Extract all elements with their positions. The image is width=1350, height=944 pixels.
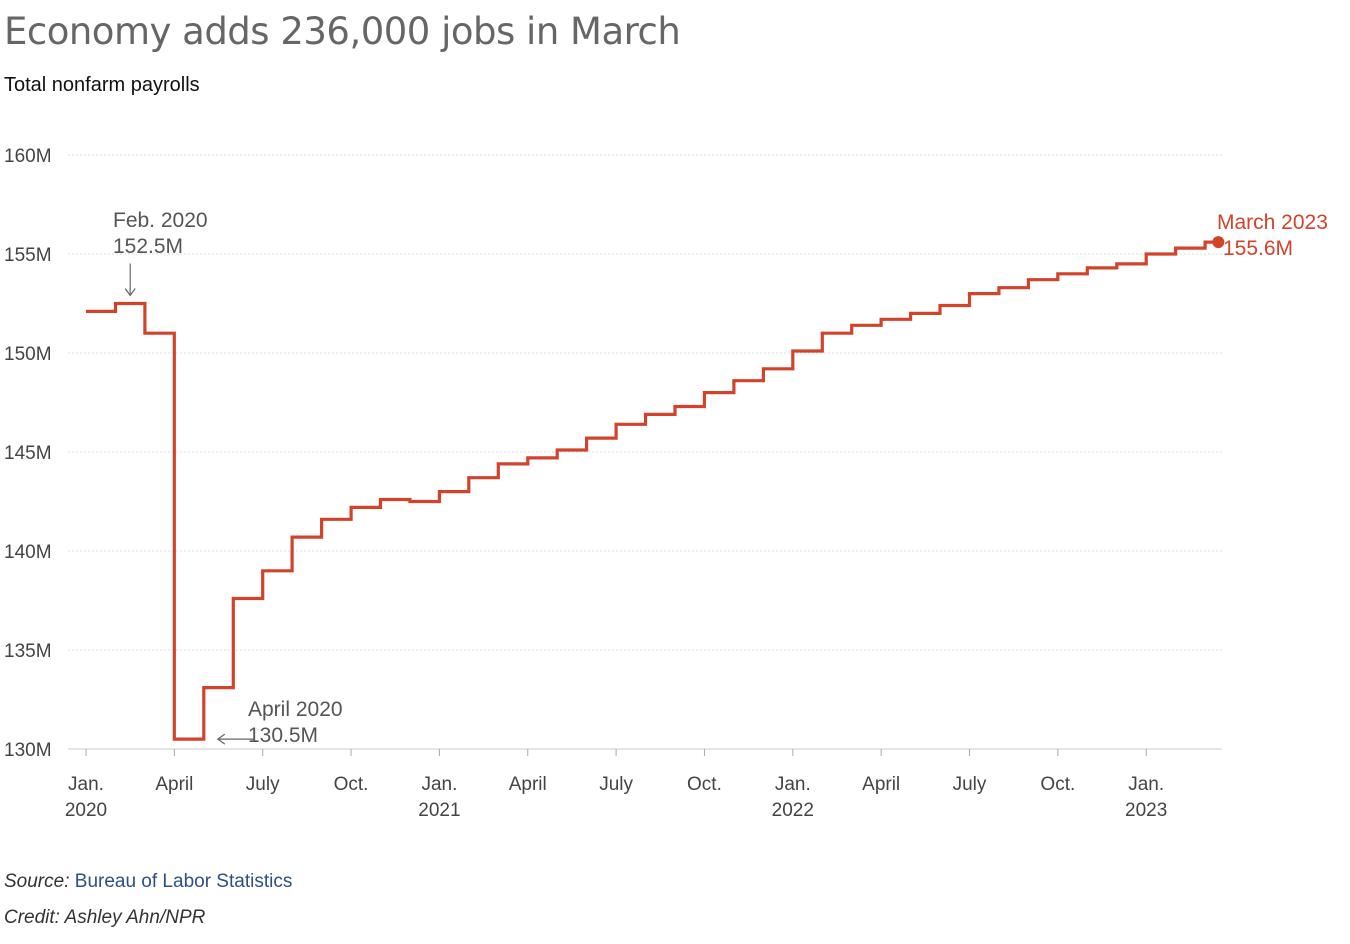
x-tick-2021-04: April bbox=[509, 774, 547, 795]
y-tick-155: 155M bbox=[4, 245, 52, 266]
data-point-2021-05 bbox=[570, 448, 574, 452]
x-tick-2021-10: Oct. bbox=[687, 774, 722, 795]
data-point-2020-03 bbox=[158, 331, 162, 335]
data-point-2022-08 bbox=[1012, 286, 1016, 290]
data-point-2023-01 bbox=[1159, 252, 1163, 256]
data-point-2022-03 bbox=[864, 323, 868, 327]
credit-line: Credit: Ashley Ahn/NPR bbox=[4, 907, 206, 928]
x-tick-2022-01: Jan. bbox=[775, 774, 811, 795]
annotations: Feb. 2020 152.5M April 2020 130.5M March 202… bbox=[113, 209, 1328, 747]
series-layer bbox=[86, 240, 1219, 741]
source-link[interactable]: Bureau of Labor Statistics bbox=[74, 871, 293, 892]
data-point-2020-08 bbox=[305, 535, 309, 539]
data-point-2021-04 bbox=[540, 456, 544, 460]
data-point-2021-11 bbox=[747, 379, 751, 383]
data-point-2022-07 bbox=[982, 292, 986, 296]
data-point-2021-08 bbox=[658, 412, 662, 416]
data-point-2020-12 bbox=[423, 500, 427, 504]
data-point-2020-09 bbox=[334, 517, 338, 521]
x-tick-2021-01: Jan. bbox=[421, 774, 457, 795]
annotation-april-2020-value: 130.5M bbox=[248, 724, 318, 747]
data-point-2023-02 bbox=[1188, 246, 1192, 250]
series-line-payrolls bbox=[86, 240, 1219, 741]
y-tick-145: 145M bbox=[4, 443, 52, 464]
x-tick-2020-07: July bbox=[246, 774, 280, 795]
data-point-2022-09 bbox=[1041, 278, 1045, 282]
data-point-2022-04 bbox=[894, 317, 898, 321]
x-tick-2023-01: Jan. bbox=[1128, 774, 1164, 795]
payrolls-chart: 130M 135M 140M 145M 150M 155M 160M Jan. 2020 Apri… bbox=[4, 146, 1328, 821]
data-point-2020-01 bbox=[99, 309, 103, 313]
data-point-2021-03 bbox=[511, 462, 515, 466]
x-tick-2020-04: April bbox=[155, 774, 193, 795]
y-tick-160: 160M bbox=[4, 146, 52, 167]
data-point-2022-02 bbox=[835, 331, 839, 335]
data-point-2021-09 bbox=[688, 404, 692, 408]
data-point-2021-12 bbox=[776, 367, 780, 371]
x-tick-year-2021: 2021 bbox=[418, 800, 460, 821]
data-point-2021-06 bbox=[599, 436, 603, 440]
annotation-feb-2020-value: 152.5M bbox=[113, 235, 183, 258]
data-point-2020-04 bbox=[187, 737, 191, 741]
x-tick-year-2020: 2020 bbox=[65, 800, 107, 821]
chart-subtitle: Total nonfarm payrolls bbox=[4, 74, 200, 96]
data-point-2022-12 bbox=[1129, 262, 1133, 266]
data-point-2022-01 bbox=[806, 349, 810, 353]
x-tick-year-2022: 2022 bbox=[772, 800, 814, 821]
data-point-2021-02 bbox=[482, 476, 486, 480]
y-tick-135: 135M bbox=[4, 641, 52, 662]
data-point-2020-06 bbox=[246, 597, 250, 601]
data-point-2020-02 bbox=[128, 302, 132, 306]
x-tick-2022-10: Oct. bbox=[1040, 774, 1075, 795]
y-tick-150: 150M bbox=[4, 344, 52, 365]
data-point-2022-05 bbox=[923, 311, 927, 315]
x-tick-2021-07: July bbox=[599, 774, 633, 795]
data-point-2020-10 bbox=[364, 505, 368, 509]
data-point-2021-10 bbox=[717, 391, 721, 395]
data-point-2020-11 bbox=[393, 498, 397, 502]
gridlines bbox=[68, 154, 1222, 750]
data-point-2022-06 bbox=[953, 303, 957, 307]
annotation-feb-2020-label: Feb. 2020 bbox=[113, 209, 208, 232]
axis-ticks: 130M 135M 140M 145M 150M 155M 160M Jan. 2020 Apri… bbox=[4, 146, 1167, 821]
annotation-april-2020-label: April 2020 bbox=[248, 698, 343, 721]
data-point-2020-07 bbox=[275, 569, 279, 573]
source-label: Source: bbox=[4, 871, 70, 892]
data-point-2020-05 bbox=[217, 686, 221, 690]
annotation-april-2020-arrowhead bbox=[216, 733, 226, 745]
x-tick-2022-04: April bbox=[862, 774, 900, 795]
x-tick-2020-01: Jan. bbox=[68, 774, 104, 795]
annotation-march-2023-value: 155.6M bbox=[1223, 237, 1293, 260]
x-tick-year-2023: 2023 bbox=[1125, 800, 1167, 821]
data-point-2022-10 bbox=[1071, 272, 1075, 276]
x-tick-2022-07: July bbox=[953, 774, 987, 795]
data-point-2022-11 bbox=[1100, 266, 1104, 270]
annotation-march-2023-label: March 2023 bbox=[1217, 211, 1328, 234]
y-tick-130: 130M bbox=[4, 740, 52, 761]
data-point-2021-07 bbox=[629, 422, 633, 426]
chart-title: Economy adds 236,000 jobs in March bbox=[4, 10, 681, 53]
data-point-2021-01 bbox=[452, 490, 456, 494]
annotation-feb-2020-arrowhead bbox=[124, 288, 136, 297]
x-tick-2020-10: Oct. bbox=[334, 774, 369, 795]
endpoint-dot-march-2023 bbox=[1212, 236, 1225, 249]
source-line: Source: Bureau of Labor Statistics bbox=[4, 871, 292, 893]
y-tick-140: 140M bbox=[4, 542, 52, 563]
